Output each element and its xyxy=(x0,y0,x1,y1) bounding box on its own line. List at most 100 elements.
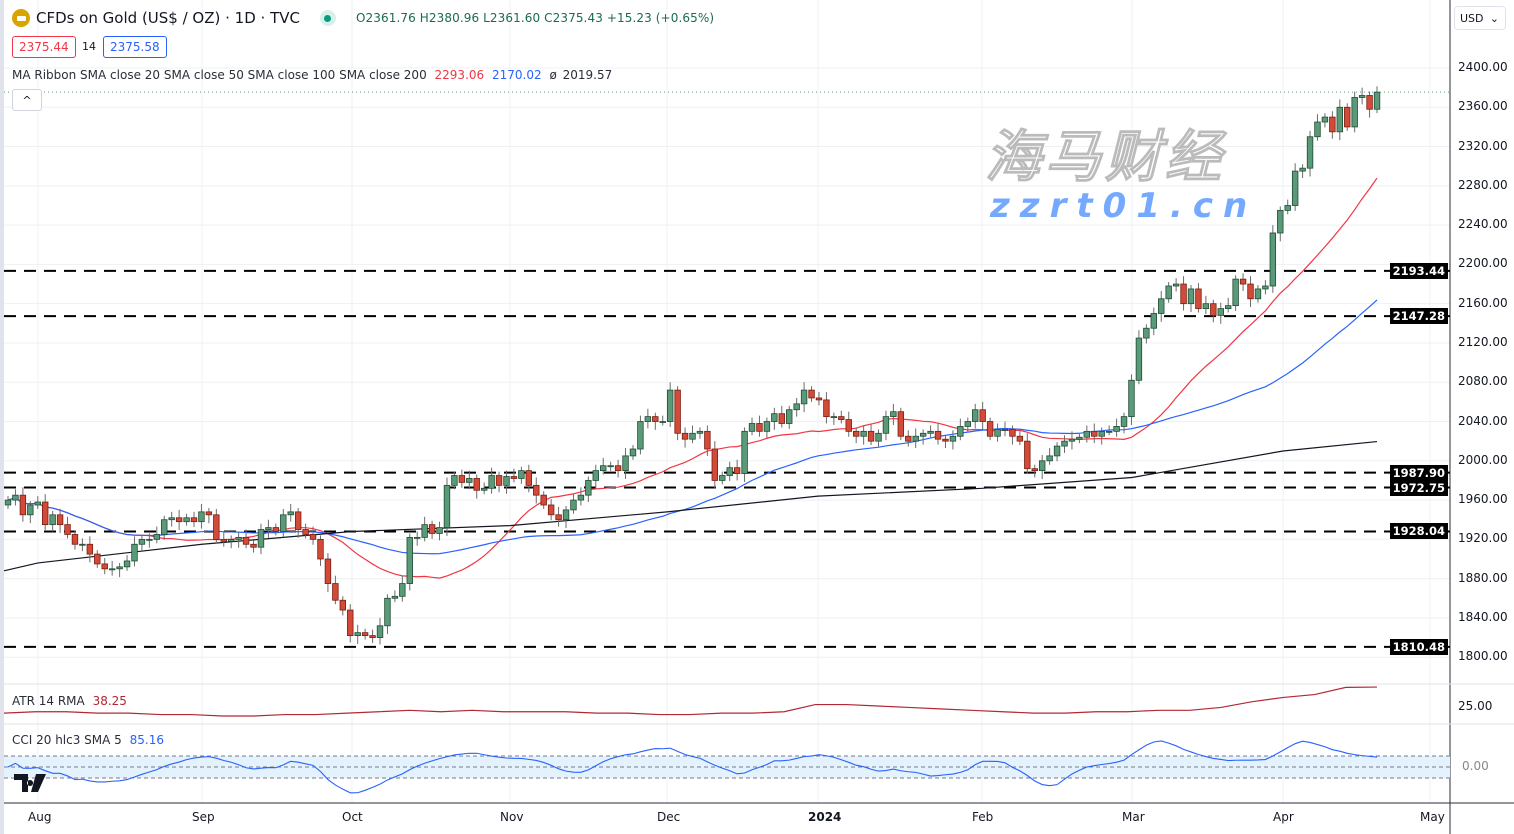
price-axis-tick: 2400.00 xyxy=(1458,60,1508,74)
candle-up xyxy=(414,536,421,539)
candle-down xyxy=(1180,283,1187,305)
candle-up xyxy=(466,478,473,483)
candle-down xyxy=(756,423,763,432)
price-axis-tick: 1920.00 xyxy=(1458,531,1508,546)
symbol-title[interactable]: CFDs on Gold (US$ / OZ) · 1D · TVC xyxy=(36,9,300,27)
currency-select[interactable]: USD ⌄ xyxy=(1454,6,1506,30)
candle-down xyxy=(733,467,741,474)
candle-up xyxy=(161,519,168,535)
candle-up xyxy=(1165,285,1172,300)
candle-down xyxy=(1009,428,1016,437)
candle-up xyxy=(793,403,800,411)
spread-value: 14 xyxy=(82,40,96,53)
candle-up xyxy=(771,413,778,422)
candle-up xyxy=(1135,337,1143,381)
candle-down xyxy=(614,465,622,472)
candle-up xyxy=(399,583,406,597)
candle-up xyxy=(1046,455,1053,462)
candle-down xyxy=(704,430,711,450)
candle-down xyxy=(986,421,994,437)
candle-up xyxy=(451,475,458,486)
candle-down xyxy=(369,635,376,638)
candle-down xyxy=(845,419,852,432)
candle-up xyxy=(1373,91,1381,110)
candle-up xyxy=(1098,430,1105,437)
candle-up xyxy=(480,487,488,491)
price-axis-tick: 2160.00 xyxy=(1458,295,1508,310)
sell-price-button[interactable]: 2375.44 xyxy=(12,36,76,58)
candle-up xyxy=(1172,283,1180,287)
level-price-tag: 1810.48 xyxy=(1389,638,1448,655)
price-axis-tick: 2080.00 xyxy=(1458,374,1508,389)
candle-down xyxy=(1210,303,1217,316)
candle-up xyxy=(131,543,138,562)
candle-up xyxy=(1314,121,1321,138)
candle-up xyxy=(138,538,146,545)
sma100-value: ø xyxy=(549,68,557,82)
candle-up xyxy=(741,430,748,474)
market-open-icon xyxy=(319,10,336,26)
candle-up xyxy=(1358,95,1366,98)
candle-down xyxy=(823,399,830,418)
candle-up xyxy=(406,536,413,584)
atr-line xyxy=(3,686,1378,717)
candle-down xyxy=(815,397,823,401)
candle-down xyxy=(242,536,250,545)
time-axis-tick: Apr xyxy=(1273,810,1294,824)
candle-down xyxy=(213,514,220,540)
candle-up xyxy=(972,409,979,422)
sma50-line xyxy=(7,299,1378,555)
candle-up xyxy=(421,524,428,538)
candle-up xyxy=(376,625,384,638)
candle-down xyxy=(71,534,79,545)
candle-down xyxy=(175,517,183,523)
cci-axis-tick: 0.00 xyxy=(1462,759,1489,773)
candle-up xyxy=(1150,313,1157,329)
candle-up xyxy=(1001,428,1009,431)
candle-up xyxy=(607,465,614,468)
candle-up xyxy=(4,499,12,506)
candle-up xyxy=(1202,303,1210,309)
candle-up xyxy=(1038,460,1046,472)
collapse-legend-button[interactable]: ^ xyxy=(12,89,42,111)
price-axis-tick: 1960.00 xyxy=(1458,492,1508,507)
candle-down xyxy=(1344,106,1351,128)
atr-legend[interactable]: ATR 14 RMA 38.25 xyxy=(12,694,127,708)
candle-up xyxy=(860,430,867,437)
candle-up xyxy=(622,455,629,472)
candle-down xyxy=(332,583,339,601)
candle-down xyxy=(361,632,369,636)
time-axis-tick: Oct xyxy=(342,810,363,824)
candle-down xyxy=(42,501,49,526)
candle-up xyxy=(585,480,592,496)
candle-up xyxy=(34,501,41,506)
sma50-value: 2170.02 xyxy=(491,68,542,82)
candle-down xyxy=(681,432,689,440)
candle-down xyxy=(339,599,347,611)
price-axis-tick: 2320.00 xyxy=(1458,138,1508,153)
candle-up xyxy=(235,536,242,540)
cci-legend[interactable]: CCI 20 hlc3 SMA 5 85.16 xyxy=(12,733,164,747)
candle-down xyxy=(1247,283,1254,300)
candle-down xyxy=(94,553,101,565)
candle-up xyxy=(1128,379,1135,418)
candle-down xyxy=(852,430,860,437)
candle-down xyxy=(1091,430,1098,437)
candle-up xyxy=(287,511,294,516)
candle-down xyxy=(473,478,480,491)
ma-ribbon-legend[interactable]: MA Ribbon SMA close 20 SMA close 50 SMA … xyxy=(12,68,612,82)
price-axis-tick: 1880.00 xyxy=(1458,570,1508,585)
level-price-tag: 1928.04 xyxy=(1389,523,1448,540)
candle-up xyxy=(1120,416,1128,427)
candle-up xyxy=(1113,426,1120,432)
candle-up xyxy=(577,494,585,501)
candle-up xyxy=(1105,430,1113,433)
candle-up xyxy=(123,560,131,568)
candle-up xyxy=(927,430,934,434)
candle-up xyxy=(1306,136,1314,169)
candle-up xyxy=(168,517,175,521)
candle-down xyxy=(250,543,257,548)
candle-up xyxy=(719,475,726,481)
buy-price-button[interactable]: 2375.58 xyxy=(103,36,167,58)
